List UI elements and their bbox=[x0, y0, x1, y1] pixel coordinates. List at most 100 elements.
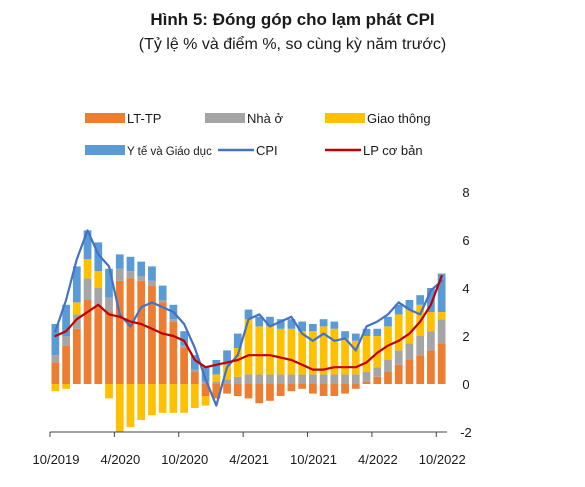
chart-title: Hình 5: Đóng góp cho lạm phát CPI bbox=[150, 10, 435, 29]
legend-item-1: LT-TP bbox=[85, 111, 161, 126]
bar-3-9/2021 bbox=[298, 331, 307, 375]
bar-4-12/2021 bbox=[330, 321, 339, 329]
bar-3-10/2020 bbox=[180, 384, 188, 413]
bar-3-10/2021 bbox=[309, 331, 317, 375]
bar-4-9/2021 bbox=[298, 321, 307, 332]
bar-3-1/2022 bbox=[341, 338, 349, 375]
y-tick-label: 4 bbox=[462, 281, 469, 296]
bar-4-4/2022 bbox=[373, 328, 382, 336]
bar-1-10/2020 bbox=[180, 348, 188, 384]
legend-label: Giao thông bbox=[367, 111, 431, 126]
bar-2-7/2022 bbox=[405, 343, 414, 360]
bar-3-12/2019 bbox=[72, 302, 81, 315]
legend-label: CPI bbox=[256, 143, 278, 158]
x-tick-label: 10/2022 bbox=[419, 452, 466, 467]
bar-4-7/2021 bbox=[276, 319, 285, 329]
bar-2-11/2021 bbox=[319, 374, 328, 384]
bar-3-6/2021 bbox=[266, 326, 274, 375]
bars bbox=[51, 230, 446, 432]
y-tick-label: -2 bbox=[460, 425, 472, 440]
bar-2-1/2021 bbox=[212, 381, 221, 384]
bar-1-9/2022 bbox=[427, 350, 435, 384]
bar-3-6/2022 bbox=[394, 314, 403, 351]
bar-2-6/2020 bbox=[137, 276, 146, 281]
bar-1-6/2022 bbox=[394, 364, 403, 384]
bar-2-12/2021 bbox=[330, 374, 339, 384]
bar-2-12/2019 bbox=[72, 314, 81, 329]
bar-2-5/2021 bbox=[255, 374, 264, 384]
y-tick-label: 8 bbox=[462, 185, 469, 200]
bar-1-8/2022 bbox=[416, 355, 425, 384]
bar-1-9/2021 bbox=[298, 384, 307, 389]
bar-2-9/2020 bbox=[169, 319, 178, 322]
bar-3-2/2022 bbox=[351, 340, 360, 375]
x-tick-label: 10/2021 bbox=[290, 452, 337, 467]
bar-3-10/2019 bbox=[51, 384, 60, 392]
bar-4-3/2021 bbox=[233, 333, 242, 348]
bar-3-4/2020 bbox=[115, 384, 124, 432]
bar-3-7/2020 bbox=[148, 384, 156, 416]
legend-item-5: CPI bbox=[218, 143, 278, 158]
bar-1-1/2022 bbox=[341, 384, 349, 394]
bar-4-5/2020 bbox=[126, 256, 135, 272]
bar-2-1/2020 bbox=[83, 278, 92, 300]
bar-1-12/2019 bbox=[72, 328, 81, 384]
bar-4-4/2020 bbox=[115, 254, 124, 269]
chart-subtitle: (Tỷ lệ % và điểm %, so cùng kỳ năm trước… bbox=[138, 36, 447, 53]
bar-3-5/2022 bbox=[384, 326, 392, 360]
bar-1-4/2021 bbox=[244, 384, 253, 399]
bar-2-5/2022 bbox=[384, 360, 392, 372]
bar-4-9/2022 bbox=[427, 288, 435, 312]
line-series-1 bbox=[54, 229, 443, 407]
x-tick-label: 4/2021 bbox=[229, 452, 269, 467]
bar-4-12/2019 bbox=[72, 266, 81, 303]
bar-4-6/2020 bbox=[137, 261, 146, 276]
legend-label: Nhà ở bbox=[247, 111, 283, 126]
bar-3-5/2020 bbox=[126, 384, 135, 428]
bar-4-8/2022 bbox=[416, 295, 425, 305]
bar-2-2/2022 bbox=[351, 374, 360, 384]
bar-2-2/2021 bbox=[223, 379, 231, 384]
bar-4-1/2020 bbox=[83, 230, 92, 260]
bar-1-2/2021 bbox=[223, 384, 231, 394]
bar-3-12/2021 bbox=[330, 328, 339, 375]
legend-swatch bbox=[85, 145, 125, 155]
bar-2-10/2021 bbox=[309, 374, 317, 384]
legend-swatch bbox=[85, 113, 125, 123]
bar-1-4/2020 bbox=[115, 280, 124, 384]
bar-4-10/2022 bbox=[437, 273, 446, 312]
bar-2-8/2021 bbox=[287, 374, 296, 384]
bar-3-4/2021 bbox=[244, 319, 253, 375]
bar-3-2/2020 bbox=[94, 271, 103, 288]
bar-1-1/2020 bbox=[83, 300, 92, 384]
bar-3-5/2021 bbox=[255, 326, 264, 375]
bar-4-10/2020 bbox=[180, 331, 188, 346]
legend-item-2: Nhà ở bbox=[205, 111, 283, 126]
legend: LT-TP Nhà ở Giao thông Y tế và Giáo dục CPI L… bbox=[85, 111, 431, 158]
legend-swatch bbox=[205, 113, 245, 123]
bar-1-8/2020 bbox=[158, 302, 167, 384]
bar-1-5/2021 bbox=[255, 384, 264, 404]
bar-2-3/2022 bbox=[362, 372, 371, 382]
bar-2-9/2021 bbox=[298, 374, 307, 384]
bar-4-5/2022 bbox=[384, 316, 392, 327]
bar-1-11/2020 bbox=[190, 372, 199, 384]
bar-1-3/2022 bbox=[362, 381, 371, 384]
bar-1-1/2021 bbox=[212, 384, 221, 399]
bar-1-7/2020 bbox=[148, 285, 156, 384]
bar-2-2/2020 bbox=[94, 288, 103, 308]
bar-2-3/2021 bbox=[233, 376, 242, 384]
bar-2-11/2020 bbox=[190, 369, 199, 372]
y-tick-label: 6 bbox=[462, 233, 469, 248]
bar-3-9/2022 bbox=[427, 312, 435, 332]
legend-label: LP cơ bản bbox=[363, 143, 423, 158]
bar-4-1/2021 bbox=[212, 360, 221, 375]
bar-2-7/2021 bbox=[276, 374, 285, 384]
bar-3-1/2021 bbox=[212, 374, 221, 382]
bar-4-10/2021 bbox=[309, 324, 317, 332]
bar-2-11/2019 bbox=[62, 336, 70, 346]
bar-4-1/2022 bbox=[341, 331, 349, 339]
y-tick-label: 2 bbox=[462, 329, 469, 344]
bar-3-3/2020 bbox=[105, 384, 113, 399]
